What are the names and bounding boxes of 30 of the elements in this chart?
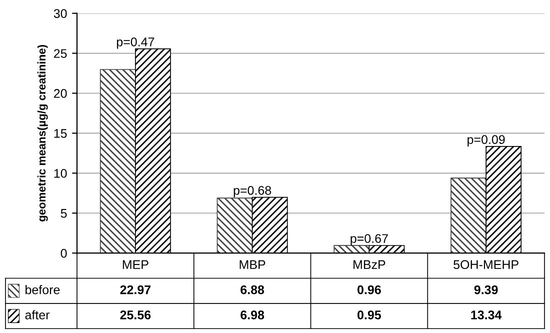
y-tick-label: 0: [60, 248, 67, 258]
bar: [100, 69, 136, 254]
y-axis-title: geometric means(µg/g creatinine): [37, 45, 48, 222]
annotation: p=0.68: [234, 186, 272, 198]
y-tick-label: 25: [54, 49, 67, 58]
y-tick-label: 20: [54, 89, 67, 98]
data-label: 6.88: [240, 285, 264, 294]
data-label: 22.97: [120, 285, 151, 294]
bar: [450, 178, 486, 254]
x-tick-label: MBzP: [354, 260, 386, 269]
annotation: p=0.09: [468, 135, 505, 146]
x-tick-label: MBP: [240, 260, 266, 269]
x-tick-label: 5OH-MEHP: [454, 260, 518, 270]
y-tick-label: 10: [54, 168, 67, 178]
data-label: 0.95: [358, 310, 382, 320]
data-label: 13.34: [471, 310, 502, 320]
y-tick-label: 5: [60, 209, 67, 218]
y-tick-label: 15: [54, 129, 67, 138]
data-label: 0.96: [358, 285, 381, 294]
annotation: p=0.47: [116, 37, 154, 49]
data-label: 25.56: [120, 310, 151, 320]
y-tick-label: 30: [54, 9, 67, 18]
data-label: 6.98: [240, 310, 264, 320]
x-tick-label: MEP: [122, 260, 148, 269]
legend-label: before: [26, 285, 60, 294]
data-label: 9.39: [474, 285, 498, 294]
legend-label: after: [25, 310, 50, 320]
annotation: p=0.67: [350, 234, 388, 246]
bar: [216, 198, 253, 254]
bar: [334, 244, 370, 254]
